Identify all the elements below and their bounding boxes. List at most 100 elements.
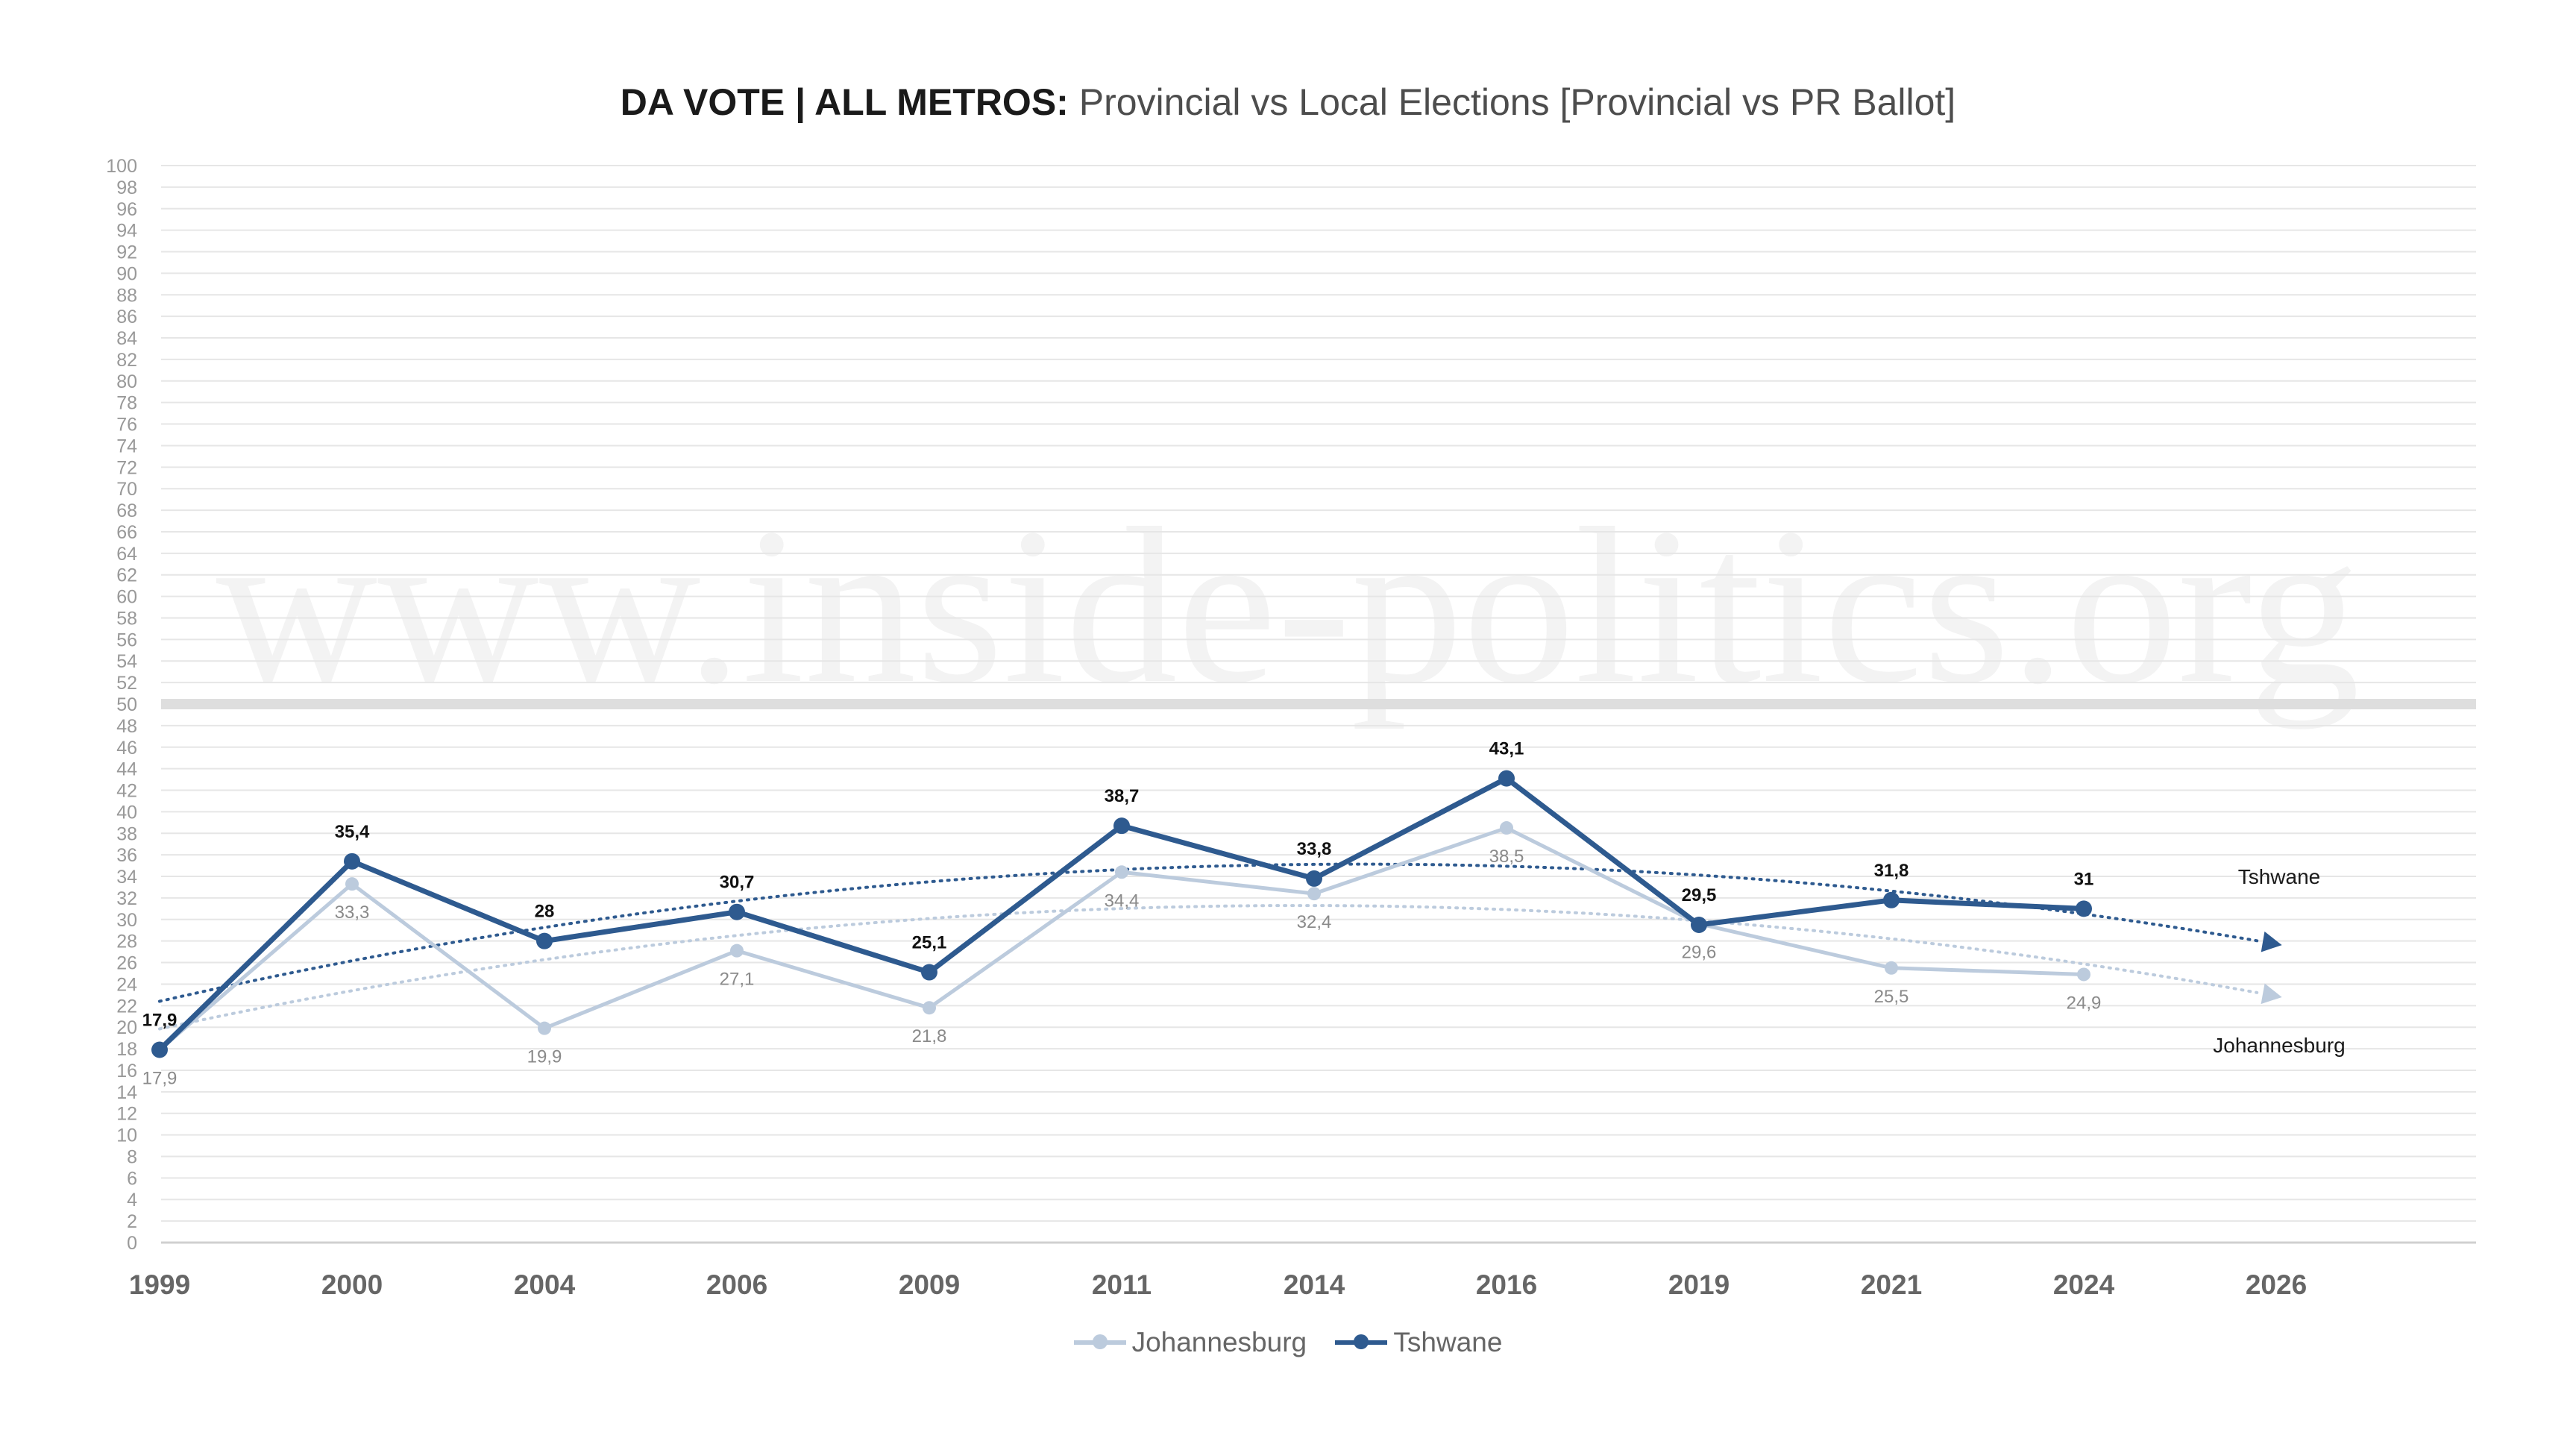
gridlines: [161, 165, 2476, 1244]
marker-johannesburg: [1307, 887, 1321, 901]
y-tick-label: 56: [116, 629, 137, 650]
data-label-tshwane: 38,7: [1105, 786, 1140, 806]
data-label-tshwane: 35,4: [335, 822, 370, 842]
legend: Johannesburg Tshwane: [0, 1320, 2576, 1358]
data-label-tshwane: 29,5: [1682, 885, 1717, 905]
y-tick-label: 76: [116, 415, 137, 436]
marker-johannesburg: [923, 1001, 936, 1015]
x-tick-label: 2021: [1861, 1269, 1922, 1300]
data-label-johannesburg: 29,6: [1682, 943, 1717, 963]
y-tick-label: 60: [116, 587, 137, 608]
data-label-johannesburg: 38,5: [1489, 847, 1524, 867]
y-tick-label: 94: [116, 221, 137, 242]
y-tick-label: 46: [116, 738, 137, 759]
x-tick-label: 2000: [321, 1269, 383, 1300]
x-tick-label: 2009: [899, 1269, 960, 1300]
y-tick-label: 62: [116, 565, 137, 586]
x-tick-label: 2026: [2246, 1269, 2307, 1300]
data-label-tshwane: 30,7: [720, 873, 755, 893]
y-tick-label: 98: [116, 178, 137, 198]
trend-arrow-johannesburg: [2261, 983, 2282, 1005]
reference-band-50: [161, 699, 2476, 709]
y-tick-label: 12: [116, 1104, 137, 1125]
y-tick-label: 66: [116, 522, 137, 543]
y-tick-label: 32: [116, 888, 137, 909]
trend-label-tshwane: Tshwane: [2238, 865, 2321, 888]
y-tick-label: 88: [116, 285, 137, 306]
y-tick-label: 38: [116, 823, 137, 844]
y-tick-label: 82: [116, 350, 137, 371]
y-tick-label: 44: [116, 759, 137, 780]
x-tick-label: 2016: [1476, 1269, 1537, 1300]
y-tick-label: 52: [116, 673, 137, 694]
data-label-tshwane: 28: [535, 902, 555, 922]
marker-tshwane: [344, 853, 360, 870]
y-tick-label: 10: [116, 1125, 137, 1146]
data-label-tshwane: 43,1: [1489, 739, 1524, 759]
x-tick-label: 1999: [129, 1269, 190, 1300]
legend-item-johannesburg[interactable]: Johannesburg: [1073, 1327, 1307, 1358]
y-tick-label: 22: [116, 996, 137, 1017]
legend-label-johannesburg: Johannesburg: [1131, 1327, 1307, 1357]
data-label-johannesburg: 34,4: [1105, 891, 1140, 911]
y-tick-label: 30: [116, 910, 137, 931]
data-label-tshwane: 33,8: [1297, 839, 1332, 859]
y-tick-label: 58: [116, 608, 137, 629]
y-tick-label: 54: [116, 651, 137, 672]
marker-tshwane: [729, 903, 745, 920]
y-tick-label: 74: [116, 436, 137, 456]
y-tick-label: 70: [116, 479, 137, 500]
y-tick-label: 28: [116, 932, 137, 952]
y-tick-label: 68: [116, 500, 137, 521]
marker-tshwane: [921, 964, 937, 981]
legend-swatch-johannesburg: [1073, 1334, 1126, 1349]
data-label-tshwane: 31,8: [1874, 861, 1909, 881]
marker-johannesburg: [730, 944, 744, 958]
data-labels: Johannesburg 17,9 33,3 19,9 27,1 21,8 34,4 32,4…: [142, 739, 2346, 1089]
data-label-johannesburg: 17,9: [142, 1069, 178, 1089]
watermark: www.inside-politics.org: [216, 482, 2360, 729]
data-label-tshwane: 17,9: [142, 1011, 178, 1031]
y-axis-ticks: 0246810121416182022242628303234363840424…: [106, 156, 137, 1254]
y-tick-label: 64: [116, 544, 137, 565]
trend-label-johannesburg: Johannesburg: [2213, 1034, 2345, 1057]
y-tick-label: 90: [116, 263, 137, 284]
legend-item-tshwane[interactable]: Tshwane: [1335, 1327, 1502, 1358]
y-tick-label: 14: [116, 1082, 137, 1103]
marker-tshwane: [536, 932, 553, 949]
data-label-johannesburg: 21,8: [912, 1026, 947, 1046]
marker-tshwane: [1113, 817, 1130, 835]
y-tick-label: 92: [116, 242, 137, 263]
chart-title-bold: DA VOTE | ALL METROS:: [620, 81, 1069, 123]
x-tick-label: 2019: [1668, 1269, 1730, 1300]
marker-tshwane: [1691, 917, 1707, 934]
marker-johannesburg: [1885, 961, 1898, 975]
data-label-johannesburg: 25,5: [1874, 987, 1909, 1007]
marker-tshwane: [1498, 770, 1515, 787]
data-label-johannesburg: 32,4: [1297, 912, 1332, 932]
x-tick-label: 2011: [1092, 1269, 1152, 1300]
data-label-johannesburg: 19,9: [527, 1047, 562, 1067]
y-tick-label: 2: [127, 1211, 137, 1232]
x-tick-label: 2024: [2053, 1269, 2115, 1300]
marker-johannesburg: [1500, 821, 1513, 835]
y-tick-label: 72: [116, 457, 137, 478]
x-tick-label: 2004: [514, 1269, 576, 1300]
trendline-johannesburg: [158, 904, 2259, 1031]
y-tick-label: 100: [106, 156, 137, 177]
y-tick-label: 96: [116, 199, 137, 220]
data-label-johannesburg: 24,9: [2067, 993, 2102, 1013]
y-tick-label: 42: [116, 781, 137, 802]
y-tick-label: 34: [116, 867, 137, 888]
data-label-johannesburg: 27,1: [720, 970, 755, 990]
y-tick-label: 78: [116, 393, 137, 414]
marker-johannesburg: [2077, 967, 2090, 982]
y-tick-label: 80: [116, 371, 137, 392]
trendline-tshwane: [158, 862, 2259, 1003]
marker-tshwane: [1306, 870, 1322, 887]
y-tick-label: 36: [116, 845, 137, 866]
series-lines: [151, 770, 2092, 1058]
chart-title-rest: Provincial vs Local Elections [Provincia…: [1078, 81, 1956, 123]
data-label-tshwane: 25,1: [912, 933, 947, 953]
